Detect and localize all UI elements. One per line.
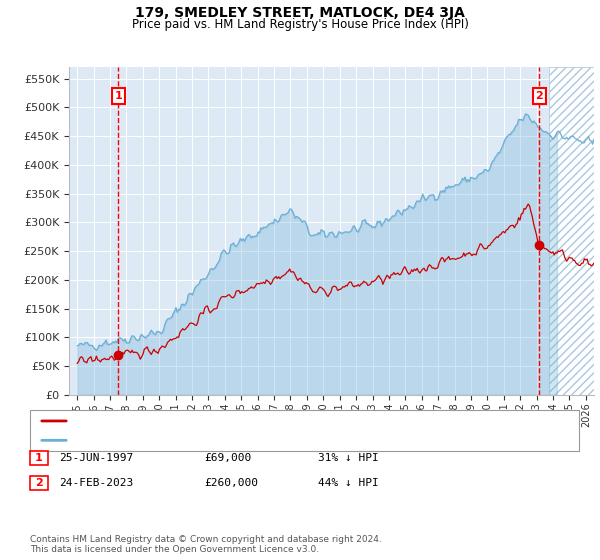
Text: 31% ↓ HPI: 31% ↓ HPI xyxy=(318,453,379,463)
Text: HPI: Average price, detached house, Derbyshire Dales: HPI: Average price, detached house, Derb… xyxy=(75,435,358,445)
Bar xyxy=(549,67,600,395)
Text: 25-JUN-1997: 25-JUN-1997 xyxy=(59,453,133,463)
Text: £260,000: £260,000 xyxy=(204,478,258,488)
Text: 179, SMEDLEY STREET, MATLOCK, DE4 3JA: 179, SMEDLEY STREET, MATLOCK, DE4 3JA xyxy=(135,6,465,20)
Text: 2: 2 xyxy=(535,91,543,101)
Text: 2: 2 xyxy=(35,478,43,488)
Text: 179, SMEDLEY STREET, MATLOCK, DE4 3JA (detached house): 179, SMEDLEY STREET, MATLOCK, DE4 3JA (d… xyxy=(75,416,391,426)
Text: Contains HM Land Registry data © Crown copyright and database right 2024.
This d: Contains HM Land Registry data © Crown c… xyxy=(30,535,382,554)
Text: 24-FEB-2023: 24-FEB-2023 xyxy=(59,478,133,488)
Bar xyxy=(549,67,600,395)
Text: 1: 1 xyxy=(115,91,122,101)
Text: £69,000: £69,000 xyxy=(204,453,251,463)
Text: 44% ↓ HPI: 44% ↓ HPI xyxy=(318,478,379,488)
Text: 1: 1 xyxy=(35,453,43,463)
Text: Price paid vs. HM Land Registry's House Price Index (HPI): Price paid vs. HM Land Registry's House … xyxy=(131,18,469,31)
